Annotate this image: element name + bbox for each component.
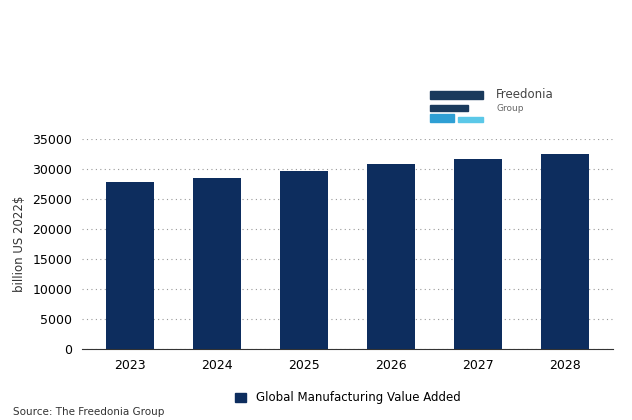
Bar xyxy=(430,91,483,100)
Text: Freedonia: Freedonia xyxy=(496,88,554,101)
Legend: Global Manufacturing Value Added: Global Manufacturing Value Added xyxy=(234,391,461,404)
Bar xyxy=(280,171,328,349)
Text: Group: Group xyxy=(496,104,524,113)
Bar xyxy=(454,159,502,349)
Bar xyxy=(458,117,483,122)
Bar xyxy=(430,114,454,122)
Text: Figure 4-4.
Global Manufacturing Value Added by Region,
2023 – 2028
(billion 202: Figure 4-4. Global Manufacturing Value A… xyxy=(11,13,308,68)
Text: Source: The Freedonia Group: Source: The Freedonia Group xyxy=(13,407,164,417)
Bar xyxy=(430,105,468,110)
Bar xyxy=(541,154,589,349)
Bar xyxy=(106,182,154,349)
Bar xyxy=(367,164,415,349)
Bar xyxy=(193,178,241,349)
Y-axis label: billion US 2022$: billion US 2022$ xyxy=(13,195,26,292)
